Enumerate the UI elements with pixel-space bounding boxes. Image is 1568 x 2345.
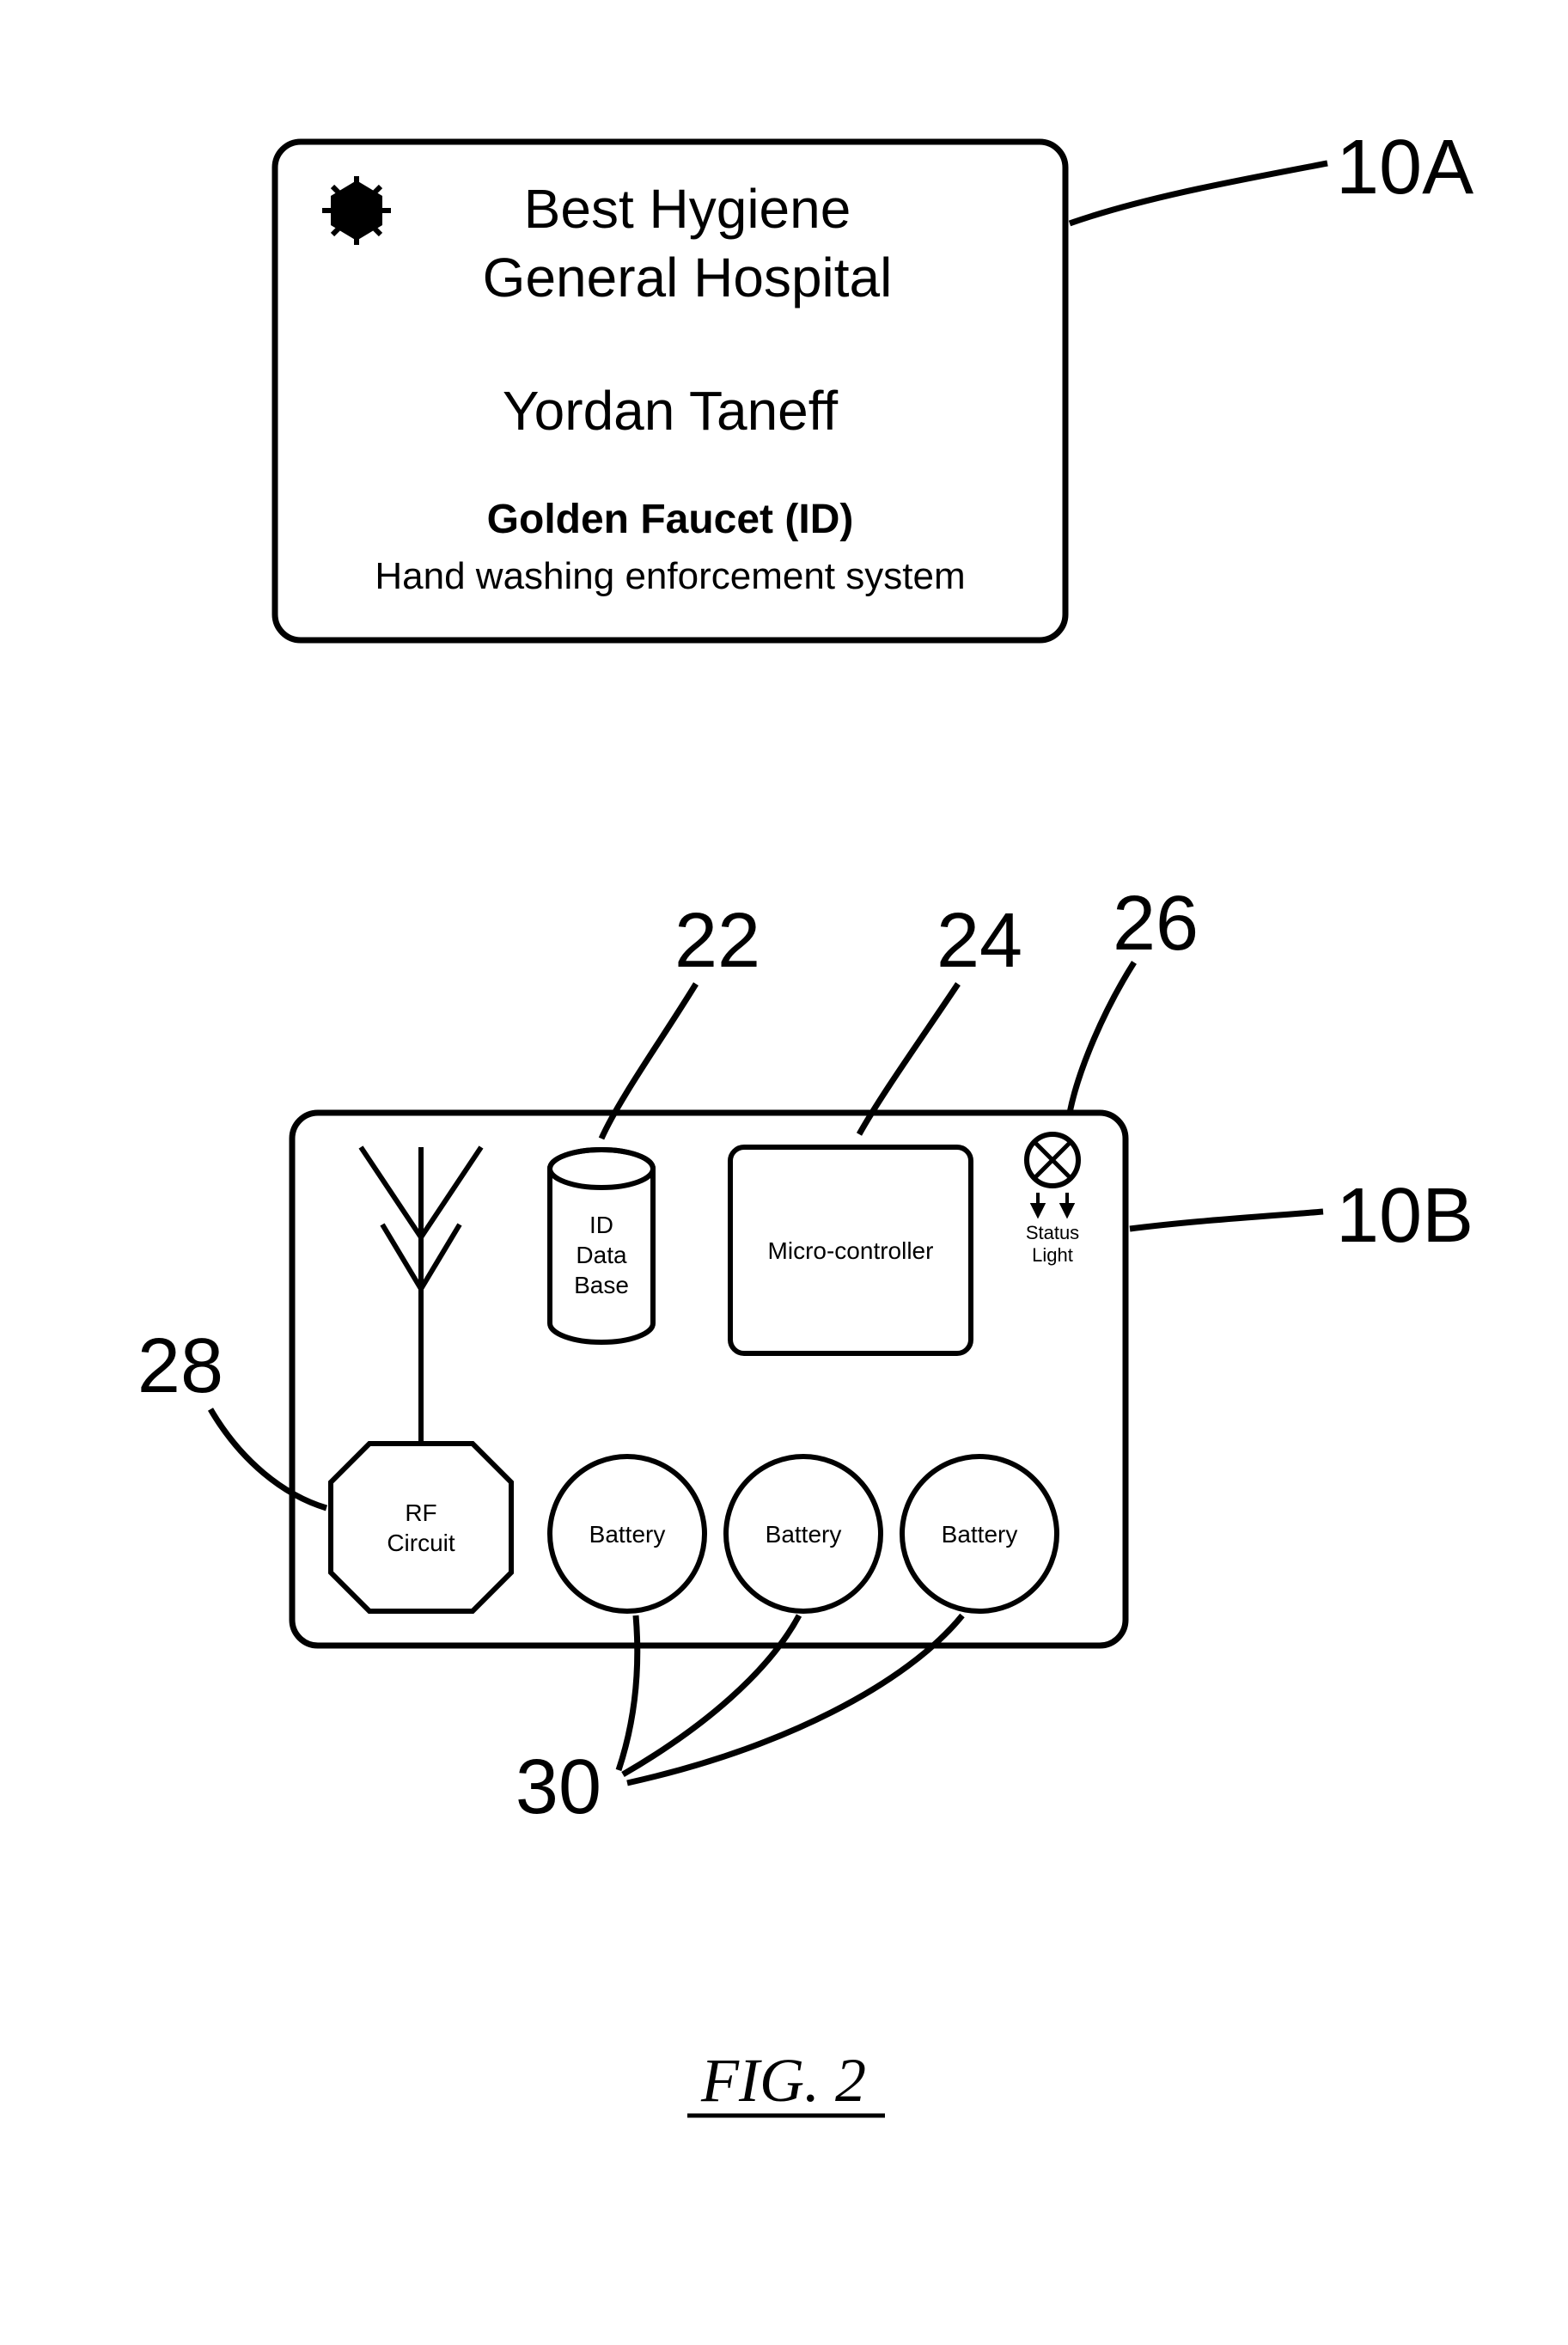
badge-subtitle: Hand washing enforcement system (375, 555, 965, 597)
badge-title-line1: Best Hygiene (524, 178, 851, 240)
callout-10b-label: 10B (1336, 1173, 1473, 1259)
figure-svg: Best Hygiene General Hospital Yordan Tan… (0, 0, 1568, 2345)
antenna-icon (361, 1147, 481, 1444)
figure-caption: FIG. 2 (687, 2046, 885, 2116)
id-database-block: ID Data Base (550, 1150, 653, 1342)
callout-26-leader (1070, 962, 1134, 1113)
mcu-label: Micro-controller (768, 1237, 934, 1264)
callout-30-leader-c (627, 1615, 962, 1783)
badge-front: Best Hygiene General Hospital Yordan Tan… (275, 125, 1473, 640)
callout-28-label: 28 (137, 1323, 223, 1409)
battery-3: Battery (902, 1456, 1057, 1611)
callout-10a-leader (1070, 163, 1327, 223)
callout-30-leader-b (623, 1615, 799, 1774)
badge-name: Yordan Taneff (503, 380, 839, 442)
db-label-3: Base (574, 1272, 629, 1298)
callout-22-label: 22 (674, 898, 760, 984)
callout-24-label: 24 (937, 898, 1022, 984)
callout-10a-label: 10A (1336, 125, 1473, 211)
callout-30-label: 30 (516, 1744, 601, 1830)
rf-circuit-block: RF Circuit (331, 1444, 511, 1611)
battery-1: Battery (550, 1456, 705, 1611)
figure-caption-text: FIG. 2 (700, 2046, 866, 2115)
badge-back: 22 24 26 ID Data Base Micro-controlle (137, 881, 1473, 1830)
badge-title-line2: General Hospital (483, 247, 893, 308)
battery-1-label: Battery (589, 1521, 666, 1548)
status-label-2: Light (1032, 1244, 1073, 1266)
callout-26-label: 26 (1113, 881, 1199, 967)
callout-30-leader-a (619, 1615, 638, 1770)
callout-10b-leader (1130, 1212, 1323, 1229)
battery-2-label: Battery (766, 1521, 842, 1548)
rf-label-1: RF (405, 1499, 436, 1526)
battery-3-label: Battery (942, 1521, 1018, 1548)
status-light-block: Status Light (1026, 1134, 1079, 1266)
battery-2: Battery (726, 1456, 881, 1611)
badge-product: Golden Faucet (ID) (487, 497, 854, 542)
mcu-block: Micro-controller (730, 1147, 971, 1353)
badge-back-outline (292, 1113, 1126, 1646)
db-label-2: Data (576, 1242, 627, 1268)
callout-28-leader (210, 1409, 326, 1508)
star-icon (322, 176, 391, 245)
db-label-1: ID (589, 1212, 613, 1238)
status-label-1: Status (1026, 1222, 1079, 1243)
rf-label-2: Circuit (387, 1530, 455, 1556)
